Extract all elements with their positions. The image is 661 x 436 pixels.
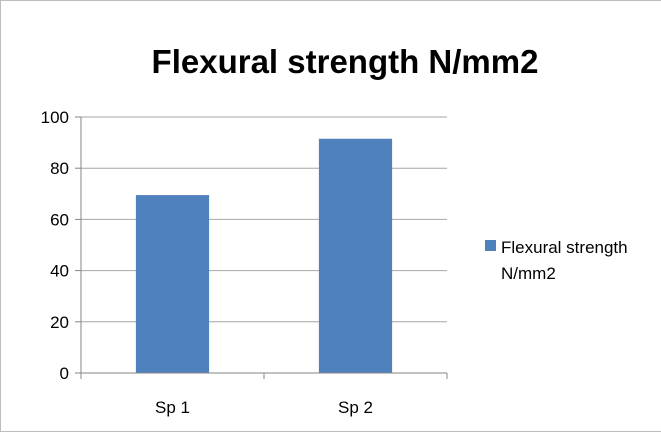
- bar-sp-2: [318, 138, 393, 373]
- axes: 0 20 40 60 80 100 Sp 1 Sp 2: [41, 108, 448, 417]
- legend-swatch: [485, 240, 496, 251]
- legend: Flexural strength N/mm2: [485, 238, 628, 283]
- y-tick-label: 60: [50, 210, 69, 229]
- y-tick-label: 80: [50, 159, 69, 178]
- chart-title: Flexural strength N/mm2: [152, 43, 539, 80]
- y-tick-label: 0: [60, 364, 69, 383]
- bars: [135, 138, 393, 373]
- y-tick-label: 40: [50, 262, 69, 281]
- bar-sp-1: [135, 195, 210, 373]
- x-tick-label: Sp 2: [338, 398, 373, 417]
- x-tick-label: Sp 1: [155, 398, 190, 417]
- legend-label-line: Flexural strength: [501, 238, 628, 257]
- y-tick-label: 20: [50, 313, 69, 332]
- legend-label-line: N/mm2: [501, 264, 556, 283]
- y-tick-label: 100: [41, 108, 69, 127]
